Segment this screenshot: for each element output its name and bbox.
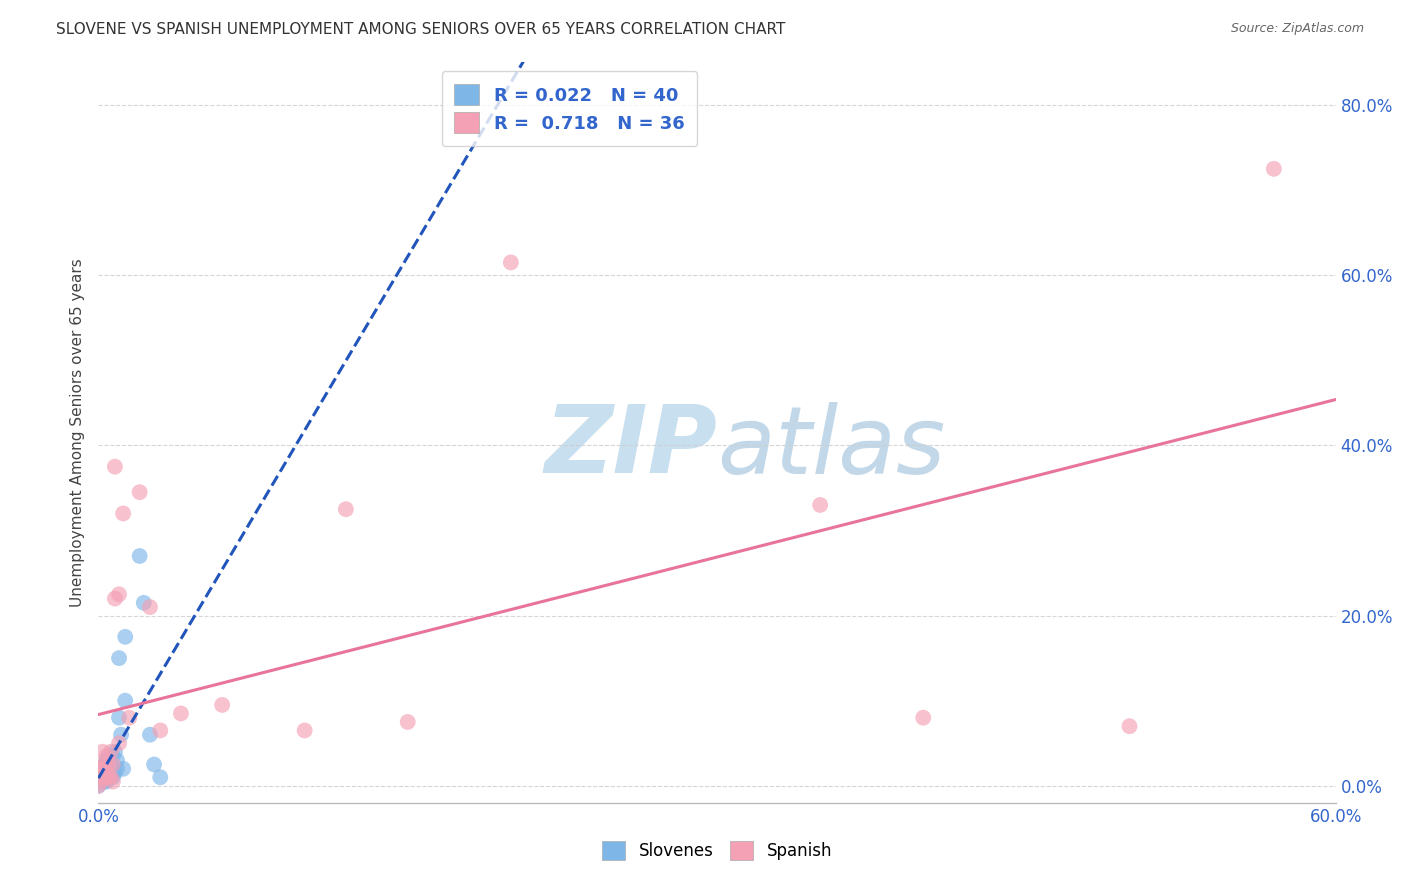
Point bbox=[96, 753, 118, 767]
Point bbox=[91, 770, 114, 784]
Point bbox=[93, 766, 115, 780]
Point bbox=[108, 587, 131, 601]
Text: ZIP: ZIP bbox=[544, 401, 717, 493]
Point bbox=[87, 770, 110, 784]
Point bbox=[128, 485, 150, 500]
Point bbox=[97, 749, 120, 764]
Legend: Slovenes, Spanish: Slovenes, Spanish bbox=[593, 832, 841, 869]
Point bbox=[114, 694, 136, 708]
Point bbox=[912, 711, 935, 725]
Point bbox=[1118, 719, 1140, 733]
Point bbox=[93, 774, 115, 789]
Point bbox=[97, 762, 120, 776]
Point bbox=[128, 549, 150, 563]
Point bbox=[87, 762, 110, 776]
Point bbox=[104, 766, 127, 780]
Point bbox=[143, 757, 166, 772]
Point bbox=[101, 770, 124, 784]
Point bbox=[93, 757, 115, 772]
Point bbox=[97, 770, 120, 784]
Point bbox=[96, 770, 118, 784]
Point bbox=[112, 762, 135, 776]
Point bbox=[91, 774, 114, 789]
Point bbox=[89, 762, 111, 776]
Point bbox=[97, 770, 120, 784]
Point bbox=[91, 770, 114, 784]
Point bbox=[104, 459, 127, 474]
Point bbox=[96, 766, 118, 780]
Point bbox=[396, 714, 419, 729]
Point bbox=[149, 770, 172, 784]
Point bbox=[96, 766, 118, 780]
Point bbox=[110, 728, 132, 742]
Point bbox=[104, 591, 127, 606]
Point bbox=[101, 774, 124, 789]
Text: Source: ZipAtlas.com: Source: ZipAtlas.com bbox=[1230, 22, 1364, 36]
Point bbox=[100, 757, 122, 772]
Point bbox=[87, 766, 110, 780]
Point bbox=[91, 762, 114, 776]
Text: SLOVENE VS SPANISH UNEMPLOYMENT AMONG SENIORS OVER 65 YEARS CORRELATION CHART: SLOVENE VS SPANISH UNEMPLOYMENT AMONG SE… bbox=[56, 22, 786, 37]
Point bbox=[132, 596, 155, 610]
Point bbox=[91, 745, 114, 759]
Point bbox=[100, 745, 122, 759]
Point bbox=[93, 770, 115, 784]
Y-axis label: Unemployment Among Seniors over 65 years: Unemployment Among Seniors over 65 years bbox=[70, 259, 86, 607]
Point bbox=[108, 651, 131, 665]
Point bbox=[118, 711, 141, 725]
Point bbox=[91, 762, 114, 776]
Point bbox=[93, 770, 115, 784]
Point bbox=[139, 728, 162, 742]
Point bbox=[139, 600, 162, 615]
Point bbox=[108, 711, 131, 725]
Point bbox=[108, 736, 131, 750]
Point bbox=[100, 770, 122, 784]
Point bbox=[499, 255, 522, 269]
Point bbox=[335, 502, 357, 516]
Point bbox=[294, 723, 316, 738]
Point bbox=[101, 757, 124, 772]
Point bbox=[105, 753, 128, 767]
Point bbox=[170, 706, 193, 721]
Point bbox=[87, 779, 110, 793]
Point bbox=[808, 498, 831, 512]
Point bbox=[112, 507, 135, 521]
Point bbox=[97, 757, 120, 772]
Point bbox=[105, 762, 128, 776]
Point bbox=[89, 774, 111, 789]
Point bbox=[89, 774, 111, 789]
Point bbox=[104, 745, 127, 759]
Point bbox=[1263, 161, 1285, 176]
Point bbox=[93, 757, 115, 772]
Text: atlas: atlas bbox=[717, 402, 945, 493]
Point bbox=[96, 749, 118, 764]
Point bbox=[87, 774, 110, 789]
Point bbox=[211, 698, 233, 712]
Point bbox=[149, 723, 172, 738]
Point bbox=[89, 770, 111, 784]
Point bbox=[101, 749, 124, 764]
Point bbox=[114, 630, 136, 644]
Point bbox=[101, 762, 124, 776]
Point bbox=[100, 770, 122, 784]
Point bbox=[87, 779, 110, 793]
Point bbox=[96, 774, 118, 789]
